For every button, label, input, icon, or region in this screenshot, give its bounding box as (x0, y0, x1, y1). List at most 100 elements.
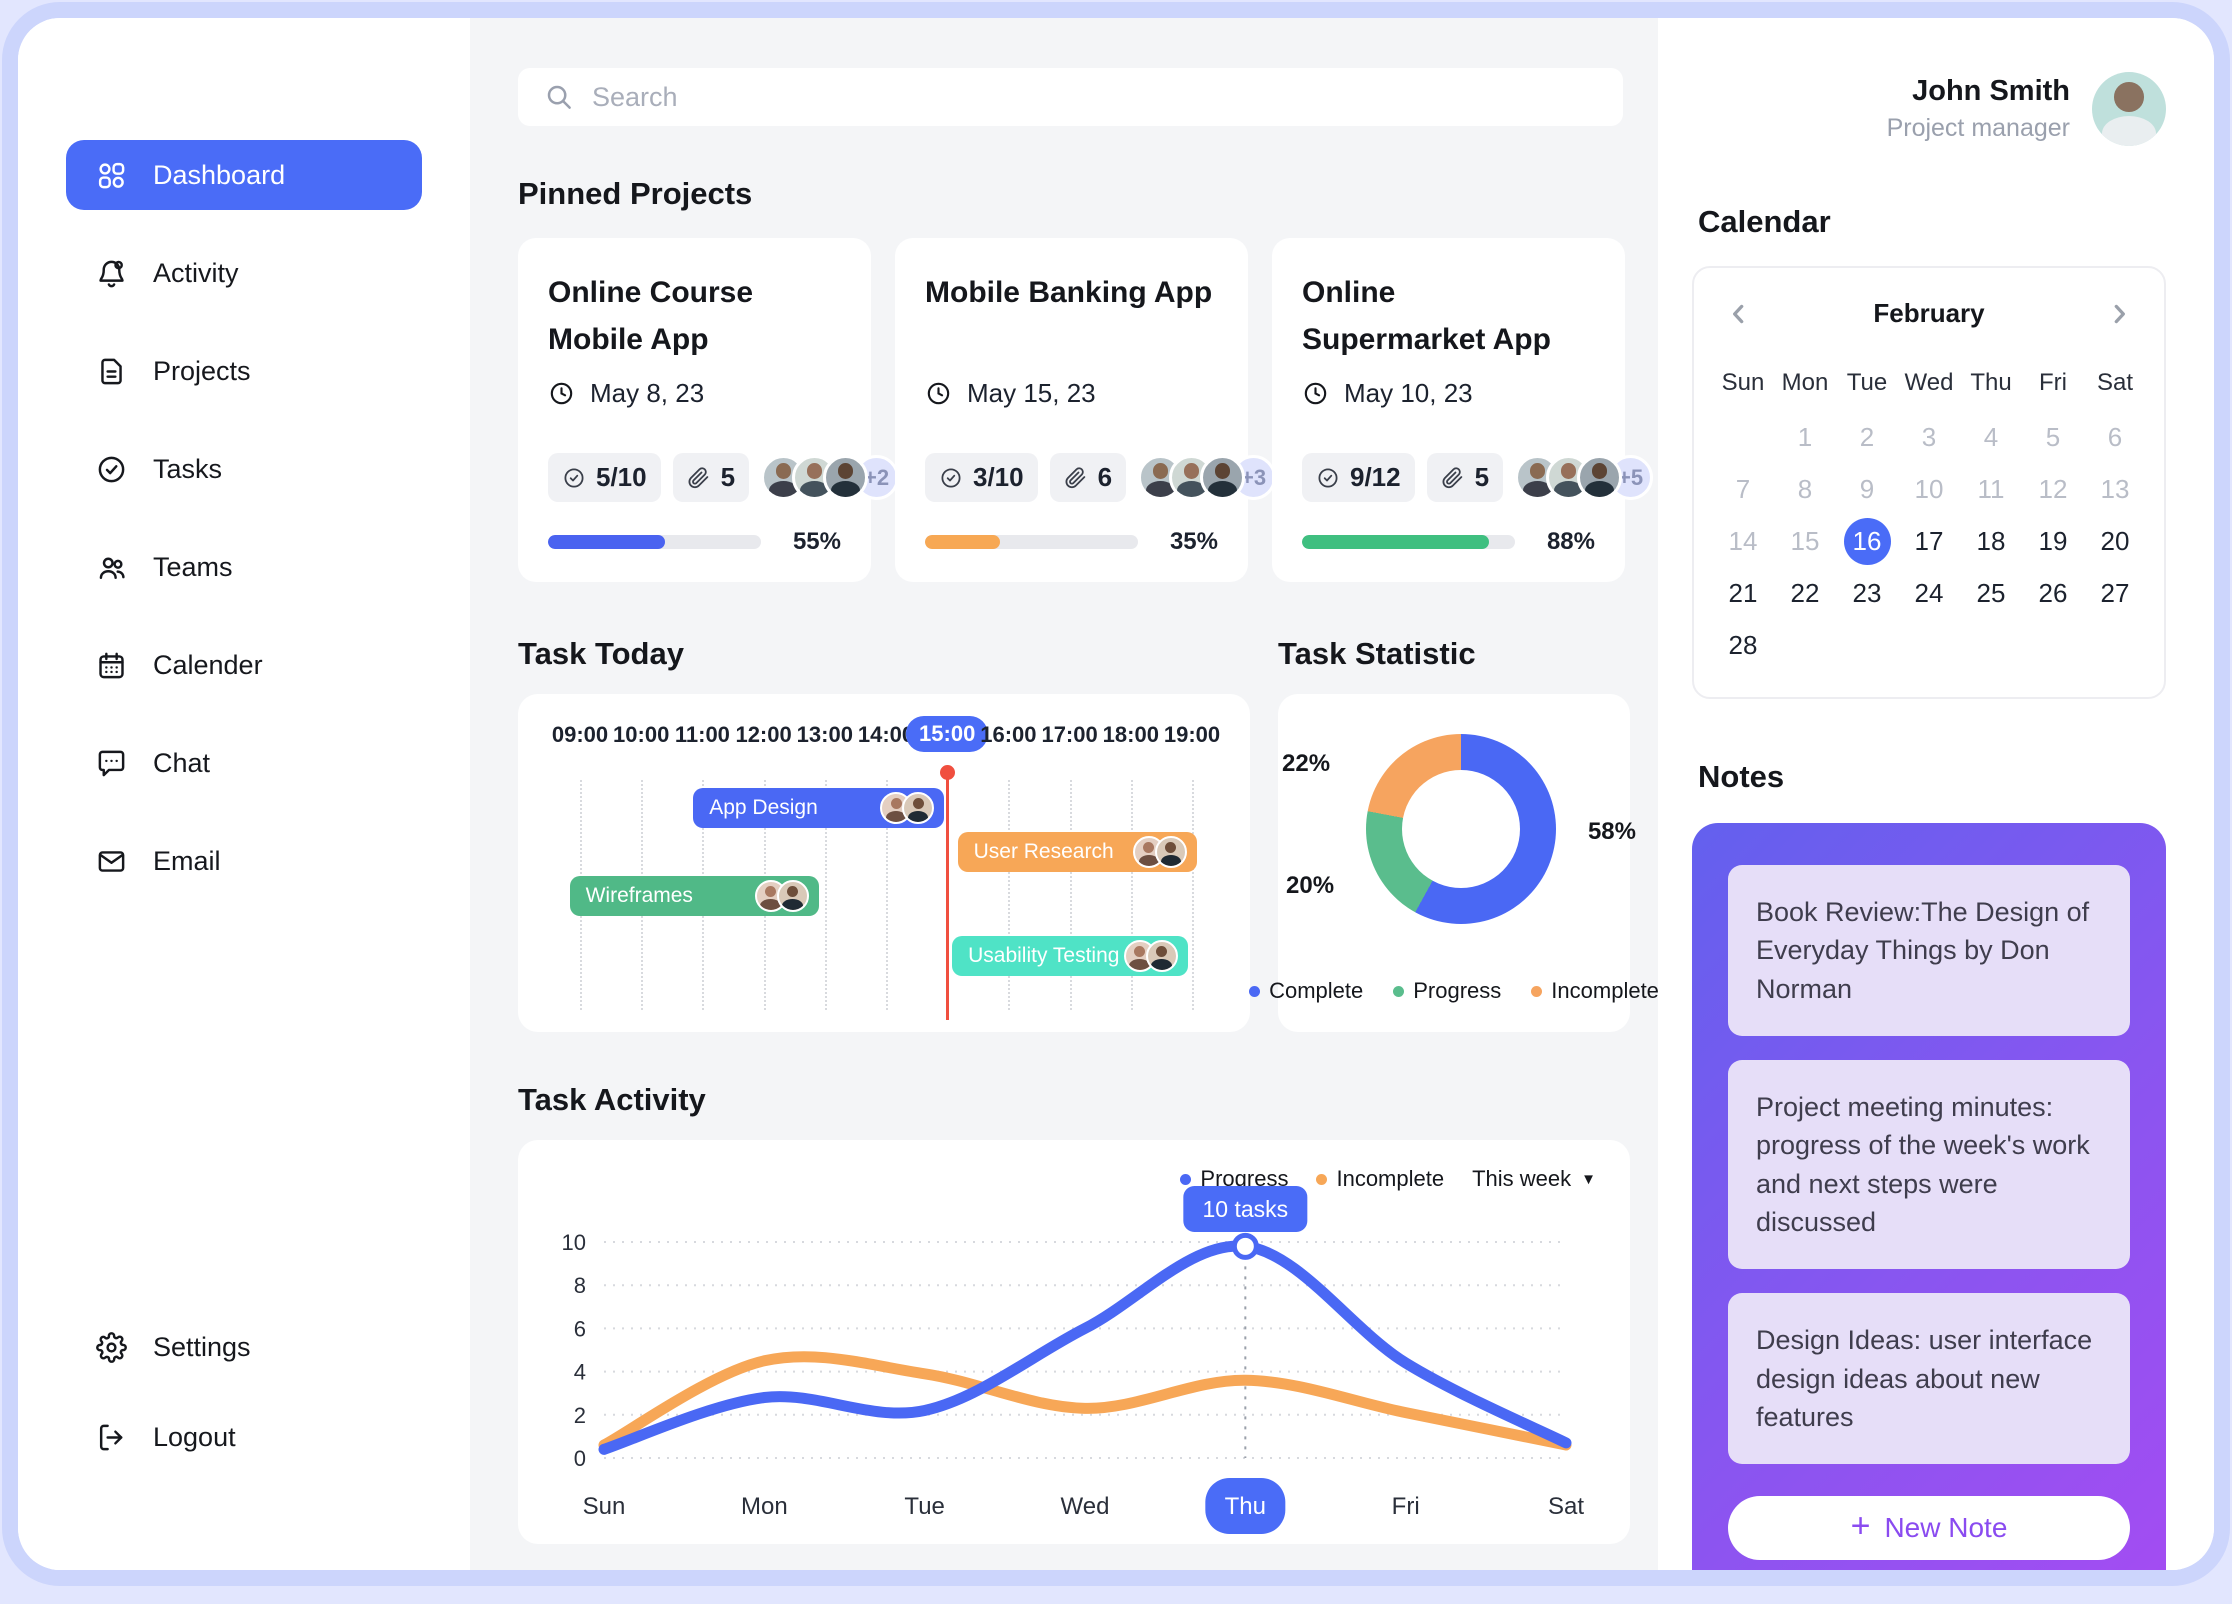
calendar-day[interactable]: 12 (2038, 473, 2068, 504)
note-card[interactable]: Design Ideas: user interface design idea… (1728, 1293, 2130, 1465)
activity-plot: 0 2 4 6 8 10 10 tasks Sun Mon Tue Wed Thu Fri Sat (552, 1178, 1596, 1542)
note-card[interactable]: Book Review:The Design of Everyday Thing… (1728, 865, 2130, 1036)
gantt-task-label: User Research (973, 840, 1114, 863)
gantt-task-bar[interactable]: Wireframes (569, 876, 819, 916)
logout-icon (99, 1424, 123, 1450)
sidebar-item-dashboard[interactable]: Dashboard (66, 140, 422, 210)
gridline (1130, 780, 1133, 1010)
calendar-day[interactable]: 15 (1790, 525, 1820, 556)
search-input[interactable] (592, 81, 1597, 113)
avatar (776, 880, 809, 912)
calendar-day[interactable]: 22 (1790, 577, 1820, 608)
profile-name: John Smith (1912, 75, 2070, 107)
svg-text:Sat: Sat (1548, 1493, 1584, 1520)
calendar-prev-icon[interactable] (1726, 301, 1752, 327)
calendar-day[interactable]: 17 (1914, 525, 1944, 556)
calendar-day[interactable]: 1 (1797, 421, 1813, 452)
sidebar-item-projects[interactable]: Projects (66, 336, 422, 406)
calendar-day[interactable]: 24 (1914, 577, 1944, 608)
progress-percent: 55% (792, 528, 841, 555)
calendar-day[interactable]: 28 (1728, 629, 1758, 660)
calendar-day[interactable]: 23 (1852, 577, 1882, 608)
activity-legend: Progress Incomplete This week ▼ (552, 1166, 1596, 1192)
calendar-day[interactable]: 11 (1977, 473, 2005, 504)
svg-text:Wed: Wed (1061, 1493, 1110, 1520)
project-date: May 10, 23 (1344, 378, 1473, 408)
task-today-title: Task Today (518, 636, 684, 671)
calendar-day[interactable]: 25 (1976, 577, 2006, 608)
calendar-day[interactable]: 3 (1921, 421, 1937, 452)
avatar (1145, 940, 1178, 972)
calendar-day[interactable]: 21 (1728, 577, 1758, 608)
weekday-label: Sun (1721, 369, 1765, 396)
weekday-label: Wed (1904, 369, 1954, 396)
calendar-day[interactable]: 14 (1728, 525, 1758, 556)
gantt-task-bar[interactable]: Usability Testing (952, 936, 1188, 976)
project-card[interactable]: Online Course Mobile App May 8, 23 5/10 … (518, 238, 900, 582)
calendar-day[interactable]: 6 (2107, 421, 2123, 452)
range-dropdown[interactable]: This week ▼ (1472, 1166, 1596, 1191)
project-date: May 15, 23 (967, 378, 1096, 408)
svg-text:Tue: Tue (904, 1493, 944, 1520)
time-axis-label: 13:00 (796, 722, 853, 747)
calendar-days: 1 2 3 4 5 6 7 8 9 10 11 12 13 14 15 16 17 18 19 20 21 22 23 24 2… (1712, 411, 2146, 671)
calendar-day[interactable]: 13 (2100, 473, 2130, 504)
calendar-month: February (1873, 298, 1985, 328)
calendar-day-selected[interactable]: 16 (1836, 515, 1898, 567)
sidebar-item-chat[interactable]: Chat (66, 728, 422, 798)
time-axis-label: 10:00 (613, 722, 670, 747)
empty-day-cell (1712, 411, 1774, 463)
calendar-day[interactable]: 4 (1983, 421, 1999, 452)
calendar-day[interactable]: 18 (1976, 525, 2006, 556)
avatar-group: +5 (1515, 455, 1654, 500)
sidebar-item-label: Activity (153, 257, 239, 288)
calendar-day[interactable]: 27 (2100, 577, 2130, 608)
tasks-count-badge: 5/10 (548, 453, 661, 502)
sidebar-item-tasks[interactable]: Tasks (66, 434, 422, 504)
avatar (1200, 455, 1246, 500)
gridline (1008, 780, 1011, 1010)
note-card[interactable]: Project meeting minutes: progress of the… (1728, 1059, 2130, 1270)
gridline (1192, 780, 1194, 1010)
gantt-task-bar[interactable]: User Research (957, 832, 1197, 872)
calendar-day[interactable]: 7 (1735, 473, 1751, 504)
sidebar-item-email[interactable]: Email (66, 826, 422, 896)
svg-text:10 tasks: 10 tasks (1203, 1196, 1289, 1222)
calendar-day[interactable]: 5 (2045, 421, 2061, 452)
new-note-label: New Note (1884, 1512, 2008, 1544)
legend-item: Incomplete (1531, 978, 1659, 1004)
time-axis-label: 14:00 (857, 722, 915, 747)
avatar-group: +3 (1138, 455, 1277, 500)
sidebar-item-settings[interactable]: Settings (66, 1312, 422, 1382)
new-note-button[interactable]: + New Note (1728, 1496, 2130, 1561)
sidebar-item-label: Calender (153, 649, 263, 680)
project-title: Online Supermarket App (1302, 276, 1551, 356)
calendar-day[interactable]: 20 (2100, 525, 2130, 556)
time-axis-label: 19:00 (1163, 722, 1221, 747)
sidebar-nav: Dashboard Activity Projects Tasks Teams Calen… (66, 140, 422, 924)
calendar-day[interactable]: 8 (1797, 473, 1813, 504)
sidebar-item-teams[interactable]: Teams (66, 532, 422, 602)
project-card[interactable]: Mobile Banking App May 15, 23 3/10 6 +3 … (895, 238, 1277, 582)
profile[interactable]: John Smith Project manager (1692, 72, 2166, 146)
check-icon (1318, 467, 1338, 488)
gantt-task-bar[interactable]: App Design (693, 788, 945, 828)
legend-item: Progress (1393, 978, 1501, 1004)
calendar-day[interactable]: 19 (2038, 525, 2068, 556)
calendar-day[interactable]: 9 (1859, 473, 1875, 504)
email-icon (98, 850, 125, 872)
sidebar-item-logout[interactable]: Logout (66, 1402, 422, 1472)
time-axis-label: 18:00 (1102, 722, 1159, 747)
calendar-next-icon[interactable] (2106, 301, 2132, 327)
current-time-label: 15:00 (906, 716, 989, 752)
calendar-day[interactable]: 26 (2038, 577, 2068, 608)
calendar-day[interactable]: 2 (1859, 421, 1875, 452)
search-bar[interactable] (518, 68, 1623, 126)
calendar-day[interactable]: 10 (1914, 473, 1944, 504)
sidebar-item-calender[interactable]: Calender (66, 630, 422, 700)
sidebar-item-activity[interactable]: Activity (66, 238, 422, 308)
tasks-count-badge: 9/12 (1302, 453, 1415, 502)
profile-role: Project manager (1886, 114, 2070, 142)
sidebar-item-label: Dashboard (153, 159, 286, 190)
project-card[interactable]: Online Supermarket App May 10, 23 9/12 5… (1272, 238, 1654, 582)
